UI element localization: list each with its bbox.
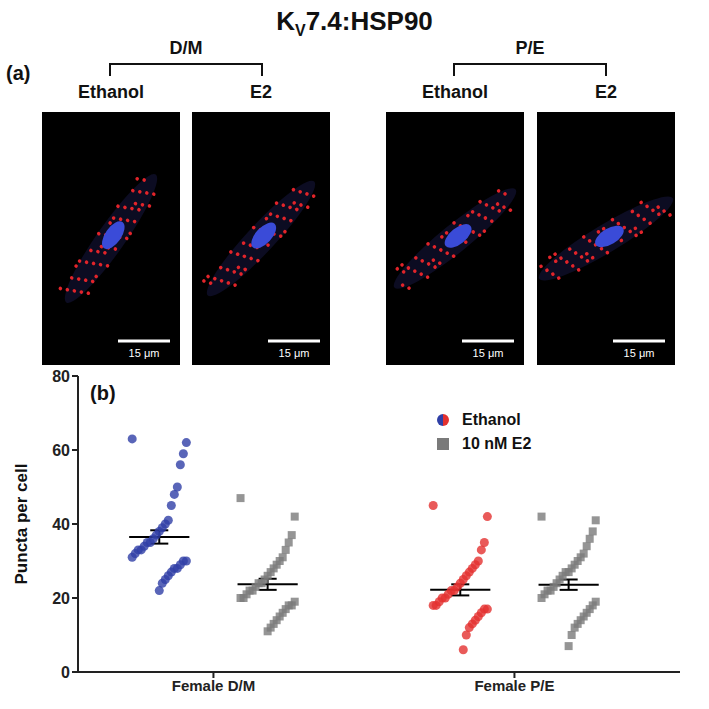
html-text:10 nM E2: 10 nM E2 (462, 435, 532, 452)
svg-text:20: 20 (52, 590, 70, 607)
html-text:E2: E2 (250, 82, 272, 102)
svg-text:15 μm: 15 μm (624, 347, 655, 359)
html-text:E2: E2 (595, 82, 617, 102)
html-text:(b): (b) (90, 382, 116, 404)
svg-text:0: 0 (61, 664, 70, 681)
html-text:Ethanol: Ethanol (422, 82, 488, 102)
html-text:P/E: P/E (515, 38, 545, 58)
svg-text:80: 80 (52, 368, 70, 385)
html-text:(a): (a) (6, 62, 31, 84)
svg-text:15 μm: 15 μm (129, 347, 160, 359)
svg-text:15 μm: 15 μm (473, 347, 504, 359)
svg-text:Female D/M: Female D/M (172, 677, 255, 694)
html-text:Puncta per cell: Puncta per cell (12, 463, 31, 585)
html-text:Ethanol: Ethanol (78, 82, 144, 102)
html-text:D/M: D/M (169, 38, 203, 58)
html-text:KV7.4:HSP90: KV7.4:HSP90 (276, 6, 433, 40)
svg-text:40: 40 (52, 516, 70, 533)
html-text:Ethanol: Ethanol (462, 411, 521, 428)
svg-text:15 μm: 15 μm (279, 347, 310, 359)
svg-text:60: 60 (52, 442, 70, 459)
svg-text:Female P/E: Female P/E (474, 677, 554, 694)
